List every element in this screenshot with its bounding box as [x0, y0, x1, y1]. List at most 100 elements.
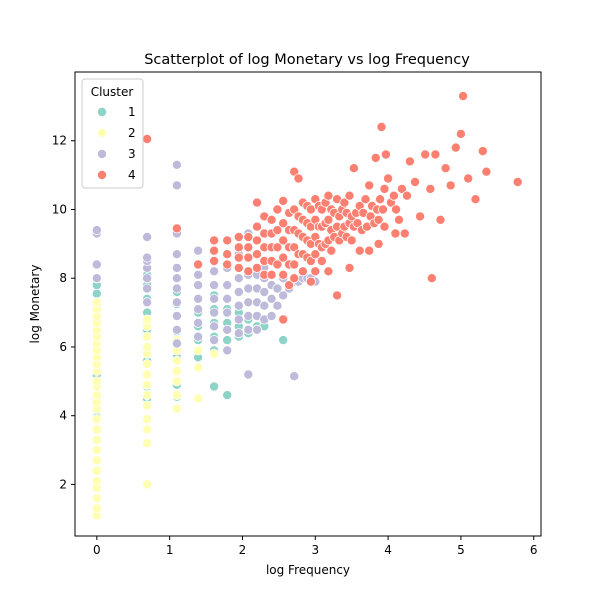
- legend-frame: [81, 78, 144, 189]
- scatter-point: [346, 235, 357, 246]
- scatter-point: [373, 214, 384, 225]
- scatter-point: [278, 252, 289, 263]
- scatter-point: [222, 249, 233, 260]
- scatter-point: [171, 283, 182, 294]
- legend-marker: [97, 169, 108, 180]
- scatter-point: [278, 235, 289, 246]
- scatter-point: [326, 245, 337, 256]
- scatter-point: [209, 255, 220, 266]
- scatter-point: [332, 290, 343, 301]
- scatter-point: [266, 293, 277, 304]
- scatter-point: [243, 252, 254, 263]
- plot-area-frame: [74, 71, 542, 537]
- scatter-point: [266, 214, 277, 225]
- scatter-point: [310, 249, 321, 260]
- scatter-point: [142, 424, 153, 435]
- scatter-point: [266, 269, 277, 280]
- scatter-point: [233, 286, 244, 297]
- scatter-point: [391, 204, 402, 215]
- scatter-point: [377, 204, 388, 215]
- scatter-point: [415, 211, 426, 222]
- legend-entry-1: 1: [97, 105, 136, 119]
- legend-entry-4: 4: [97, 168, 136, 182]
- scatter-point: [233, 231, 244, 242]
- scatter-point: [91, 390, 102, 401]
- scatter-point: [222, 307, 233, 318]
- scatter-point: [470, 194, 481, 205]
- legend: Cluster 1 2 3 4: [81, 78, 144, 189]
- scatter-point: [364, 180, 375, 191]
- scatter-point: [193, 317, 204, 328]
- scatter-point: [142, 273, 153, 284]
- chart-title: Scatterplot of log Monetary vs log Frequ…: [144, 52, 470, 68]
- scatter-point: [233, 252, 244, 263]
- scatter-point: [193, 345, 204, 356]
- scatter-point: [91, 225, 102, 236]
- scatter-point: [142, 283, 153, 294]
- scatter-point: [266, 310, 277, 321]
- scatter-point: [171, 338, 182, 349]
- scatter-point: [251, 324, 262, 335]
- y-tick-label: 6: [59, 340, 67, 354]
- scatter-point: [512, 176, 523, 187]
- scatter-point: [142, 400, 153, 411]
- scatter-point: [251, 262, 262, 273]
- scatter-point: [251, 249, 262, 260]
- scatter-point: [379, 221, 390, 232]
- scatter-point: [222, 345, 233, 356]
- scatter-point: [91, 503, 102, 514]
- scatter-point: [142, 359, 153, 370]
- scatter-point: [399, 228, 410, 239]
- scatter-point: [171, 403, 182, 414]
- scatter-point: [404, 156, 415, 167]
- x-tick-label: 1: [166, 543, 174, 557]
- scatter-point: [297, 266, 308, 277]
- scatter-point: [323, 214, 334, 225]
- scatter-point: [364, 245, 375, 256]
- scatter-point: [344, 190, 355, 201]
- scatter-point: [458, 91, 469, 102]
- scatter-point: [91, 475, 102, 486]
- series-cluster-2: [91, 133, 220, 521]
- scatter-point: [171, 390, 182, 401]
- scatter-point: [243, 297, 254, 308]
- scatter-point: [193, 269, 204, 280]
- scatter-point: [278, 314, 289, 325]
- scatter-point: [222, 235, 233, 246]
- x-axis-label: log Frequency: [266, 563, 350, 577]
- scatter-point: [360, 194, 371, 205]
- scatter-point: [142, 231, 153, 242]
- scatter-point: [171, 365, 182, 376]
- scatter-point: [293, 173, 304, 184]
- scatter-point: [278, 335, 289, 346]
- scatter-point: [354, 245, 365, 256]
- scatter-point: [222, 259, 233, 270]
- scatter-point: [209, 321, 220, 332]
- scatter-point: [420, 149, 431, 160]
- scatter-point: [450, 142, 461, 153]
- x-tick-label: 5: [457, 543, 465, 557]
- scatter-point: [455, 128, 466, 139]
- legend-entries: 1 2 3 4: [97, 105, 136, 182]
- scatter-point: [305, 276, 316, 287]
- scatter-point: [289, 371, 300, 382]
- scatter-point: [171, 310, 182, 321]
- scatter-point: [193, 362, 204, 373]
- scatter-point: [243, 266, 254, 277]
- scatter-point: [373, 238, 384, 249]
- scatter-point: [91, 445, 102, 456]
- scatter-point: [222, 335, 233, 346]
- scatter-point: [259, 300, 270, 311]
- scatter-point: [171, 262, 182, 273]
- scatter-point: [233, 262, 244, 273]
- scatter-point: [344, 262, 355, 273]
- scatter-point: [401, 190, 412, 201]
- scatter-point: [222, 390, 233, 401]
- scatter-point: [91, 297, 102, 308]
- scatter-point: [477, 146, 488, 157]
- scatter-point: [393, 214, 404, 225]
- scatter-point: [171, 223, 182, 234]
- legend-title: Cluster: [91, 85, 134, 99]
- scatter-point: [284, 280, 295, 291]
- scatter-point: [193, 280, 204, 291]
